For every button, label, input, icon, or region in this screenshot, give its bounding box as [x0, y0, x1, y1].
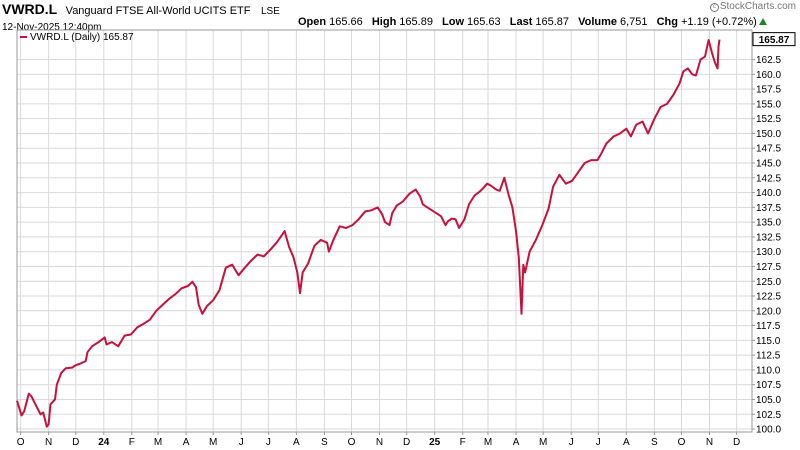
- x-tick-label: O: [17, 437, 25, 448]
- y-tick-label: 152.5: [756, 114, 781, 125]
- exchange-label: LSE: [260, 6, 280, 17]
- high-value: 165.89: [399, 16, 433, 28]
- x-tick-label: M: [539, 437, 547, 448]
- y-tick-label: 140.0: [756, 188, 781, 199]
- open-label: Open: [298, 16, 327, 28]
- last-value: 165.87: [535, 16, 570, 28]
- quote-bar: Open 165.66 High 165.89 Low 165.63 Last 165.…: [298, 16, 767, 28]
- x-tick-label: N: [706, 437, 713, 448]
- open-value: 165.66: [329, 16, 363, 28]
- x-tick-label: A: [293, 437, 300, 448]
- watermark-text: StockCharts.com: [719, 1, 796, 12]
- y-tick-label: 115.0: [756, 336, 781, 347]
- x-tick-label: D: [733, 437, 740, 448]
- high-label: High: [371, 16, 397, 28]
- y-tick-label: 142.5: [756, 173, 781, 184]
- x-tick-label: 24: [98, 437, 110, 448]
- last-value-label: 165.87: [759, 35, 790, 46]
- chg-label: Chg: [656, 16, 678, 28]
- x-tick-label: J: [239, 437, 244, 448]
- y-tick-label: 125.0: [756, 277, 781, 288]
- y-tick-label: 120.0: [756, 306, 781, 317]
- y-tick-label: 102.5: [756, 410, 781, 421]
- x-tick-label: A: [623, 437, 630, 448]
- x-tick-label: M: [154, 437, 162, 448]
- y-tick-label: 150.0: [756, 129, 781, 140]
- x-tick-label: O: [678, 437, 686, 448]
- y-tick-label: 145.0: [756, 159, 781, 170]
- x-tick-label: O: [348, 437, 356, 448]
- security-name: Vanguard FTSE All-World UCITS ETF: [65, 5, 251, 17]
- quote-datetime: 12-Nov-2025 12:40pm: [2, 22, 102, 33]
- y-tick-label: 135.0: [756, 218, 781, 229]
- x-tick-label: J: [266, 437, 271, 448]
- plot-frame: [16, 29, 753, 433]
- y-tick-label: 122.5: [756, 292, 781, 303]
- x-tick-label: J: [569, 437, 574, 448]
- y-tick-label: 157.5: [756, 85, 781, 96]
- y-tick-label: 147.5: [756, 144, 781, 155]
- y-tick-label: 155.0: [756, 99, 781, 110]
- legend-label: VWRD.L (Daily) 165.87: [30, 32, 134, 43]
- y-tick-label: 127.5: [756, 262, 781, 273]
- last-label: Last: [509, 16, 533, 28]
- datetime-row: 12-Nov-2025 12:40pm: [2, 17, 102, 33]
- y-tick-label: 130.0: [756, 247, 781, 258]
- y-tick-label: 110.0: [756, 365, 781, 376]
- x-tick-label: F: [460, 437, 466, 448]
- x-tick-label: D: [72, 437, 79, 448]
- stockcharts-watermark: c StockCharts.com: [709, 1, 796, 12]
- x-tick-label: S: [321, 437, 328, 448]
- y-tick-label: 132.5: [756, 232, 781, 243]
- copyright-icon: c: [709, 3, 719, 12]
- volume-label: Volume: [578, 16, 617, 28]
- y-tick-label: 100.0: [756, 425, 781, 436]
- x-tick-label: J: [596, 437, 601, 448]
- x-tick-label: D: [403, 437, 410, 448]
- low-label: Low: [442, 16, 465, 28]
- y-tick-label: 117.5: [756, 321, 781, 332]
- x-tick-label: N: [45, 437, 52, 448]
- chg-value: +1.19 (+0.72%): [680, 16, 757, 28]
- ticker-symbol: VWRD.L: [2, 1, 58, 17]
- x-tick-label: N: [376, 437, 383, 448]
- low-value: 165.63: [467, 16, 501, 28]
- y-tick-label: 112.5: [756, 351, 781, 362]
- volume-value: 6,751: [620, 16, 648, 28]
- y-tick-label: 105.0: [756, 395, 781, 406]
- last-value-box: [752, 32, 796, 47]
- chart-header-row: VWRD.L Vanguard FTSE All-World UCITS ETF…: [2, 1, 798, 17]
- y-tick-label: 107.5: [756, 380, 781, 391]
- y-tick-label: 160.0: [756, 70, 781, 81]
- x-tick-label: S: [651, 437, 658, 448]
- x-tick-label: 25: [429, 437, 441, 448]
- x-tick-label: F: [129, 437, 135, 448]
- x-tick-label: M: [484, 437, 492, 448]
- up-arrow-icon: [758, 18, 767, 25]
- price-series-line: [16, 39, 721, 428]
- x-tick-label: A: [513, 437, 520, 448]
- y-tick-label: 162.5: [756, 55, 781, 66]
- y-tick-label: 137.5: [756, 203, 781, 214]
- x-tick-label: A: [183, 437, 190, 448]
- x-tick-label: M: [209, 437, 217, 448]
